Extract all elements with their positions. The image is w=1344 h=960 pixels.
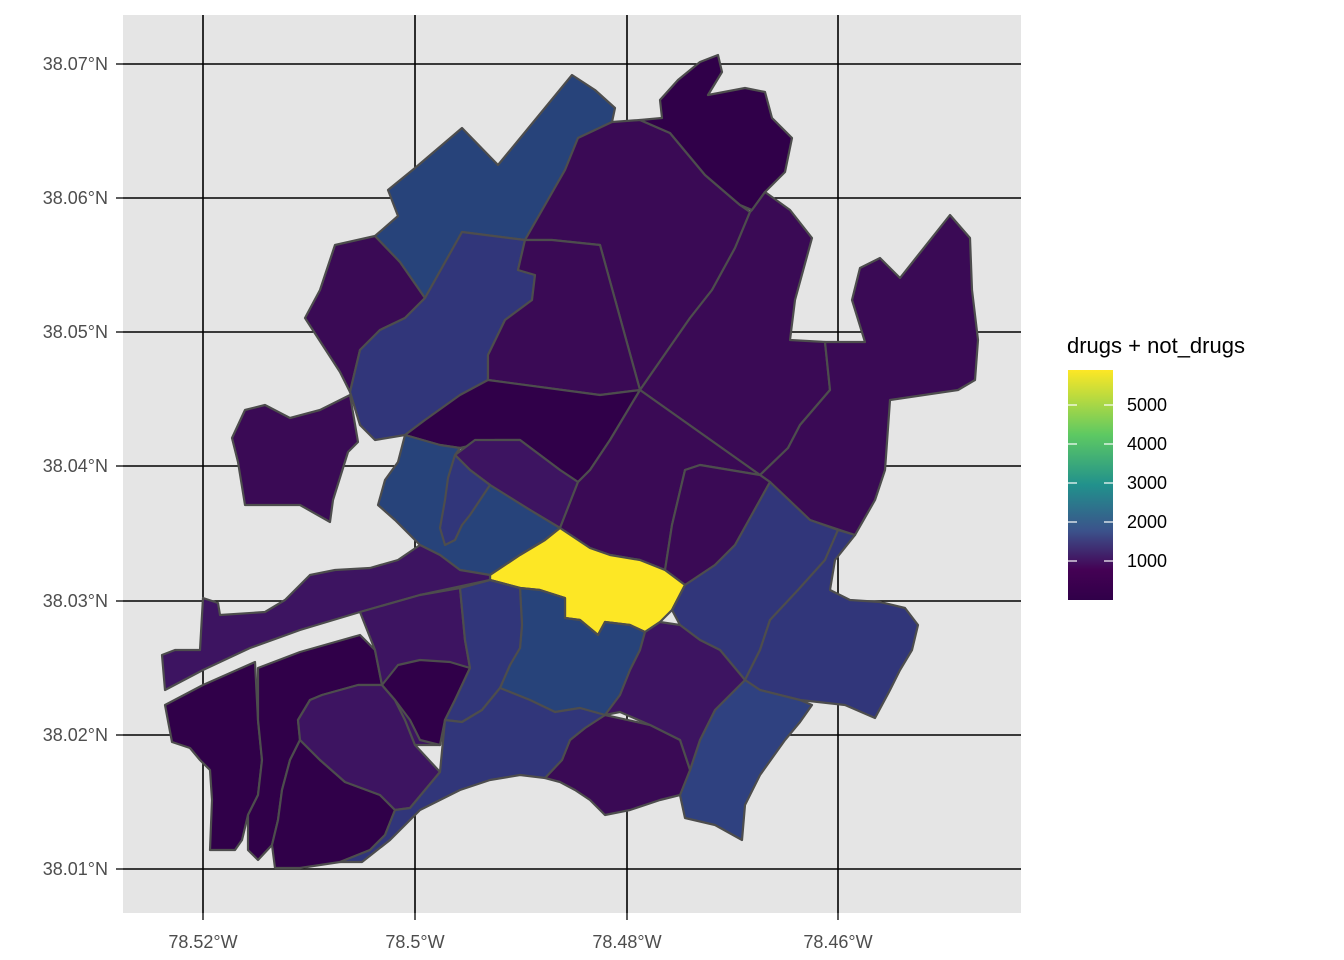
- tract: [758, 213, 980, 537]
- tract: [638, 53, 794, 212]
- y-tick-label: 38.07°N: [43, 54, 108, 74]
- y-tick-label: 38.06°N: [43, 188, 108, 208]
- tract: [486, 238, 642, 397]
- axis-ticks: [116, 63, 839, 920]
- x-tick-label: 78.52°W: [168, 932, 237, 952]
- y-tick-label: 38.05°N: [43, 322, 108, 342]
- tract: [338, 686, 607, 864]
- tract: [160, 543, 492, 692]
- legend-label: 4000: [1127, 434, 1167, 454]
- y-tick-label: 38.03°N: [43, 591, 108, 611]
- legend-label: 3000: [1127, 473, 1167, 493]
- x-tick-label: 78.5°W: [385, 932, 444, 952]
- y-tick-label: 38.04°N: [43, 456, 108, 476]
- tract: [743, 528, 920, 720]
- legend-title: drugs + not_drugs: [1067, 333, 1245, 358]
- y-axis-labels: 38.07°N 38.06°N 38.05°N 38.04°N 38.03°N …: [43, 54, 108, 879]
- y-tick-label: 38.02°N: [43, 725, 108, 745]
- tract: [230, 393, 360, 524]
- tracts: [160, 53, 980, 870]
- x-tick-label: 78.46°W: [803, 932, 872, 952]
- legend-label: 2000: [1127, 512, 1167, 532]
- legend-ticks: [1068, 404, 1113, 562]
- legend-label: 1000: [1127, 551, 1167, 571]
- x-tick-label: 78.48°W: [592, 932, 661, 952]
- legend-label: 5000: [1127, 395, 1167, 415]
- y-tick-label: 38.01°N: [43, 859, 108, 879]
- x-axis-labels: 78.52°W 78.5°W 78.48°W 78.46°W: [168, 932, 872, 952]
- tract: [438, 453, 492, 547]
- legend: drugs + not_drugs 5000 4000 3000 2000 10…: [1067, 333, 1245, 600]
- tract: [163, 660, 264, 852]
- legend-colorbar: [1068, 370, 1113, 600]
